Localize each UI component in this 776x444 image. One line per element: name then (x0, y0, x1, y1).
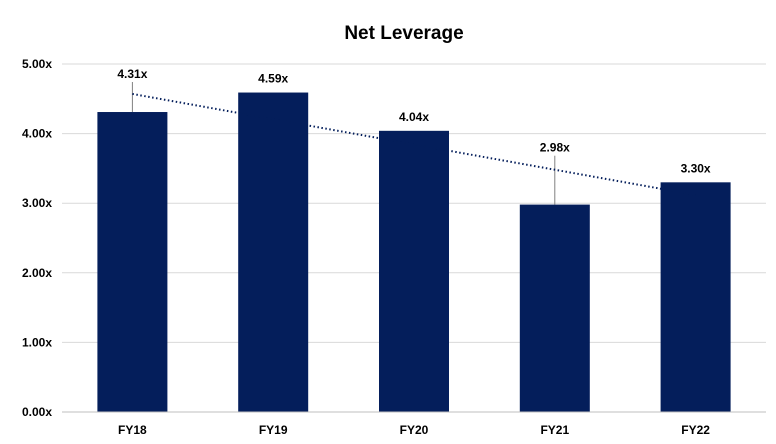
data-label: 2.98x (540, 141, 570, 155)
y-tick-label: 0.00x (22, 405, 52, 419)
y-tick-label: 5.00x (22, 57, 52, 71)
x-tick-label: FY18 (118, 423, 147, 437)
trend-line (132, 92, 696, 196)
bar-fy20 (379, 130, 449, 413)
x-axis-ticks: FY18 FY19 FY20 FY21 FY22 (118, 423, 710, 437)
y-tick-label: 4.00x (22, 127, 52, 141)
bars (97, 92, 731, 413)
chart-title: Net Leverage (344, 23, 463, 44)
trendline (132, 92, 696, 196)
x-tick-label: FY19 (259, 423, 288, 437)
y-tick-label: 2.00x (22, 266, 52, 280)
data-label: 4.04x (399, 110, 429, 124)
bar-fy19 (238, 92, 309, 412)
bar-fy21 (519, 204, 590, 412)
data-label: 3.30x (681, 161, 711, 175)
data-label: 4.59x (258, 72, 288, 86)
data-label: 4.31x (117, 67, 147, 81)
y-tick-label: 3.00x (22, 196, 52, 210)
label-leader-lines (131, 82, 556, 205)
bar-fy18 (97, 112, 168, 413)
y-tick-label: 1.00x (22, 335, 52, 349)
x-tick-label: FY20 (400, 423, 429, 437)
x-tick-label: FY22 (681, 423, 710, 437)
bar-fy22 (660, 182, 731, 412)
y-axis-ticks: 0.00x 1.00x 2.00x 3.00x 4.00x 5.00x (22, 57, 52, 419)
data-labels: 4.31x 4.59x 4.04x 2.98x 3.30x (117, 67, 711, 175)
x-tick-label: FY21 (540, 423, 569, 437)
